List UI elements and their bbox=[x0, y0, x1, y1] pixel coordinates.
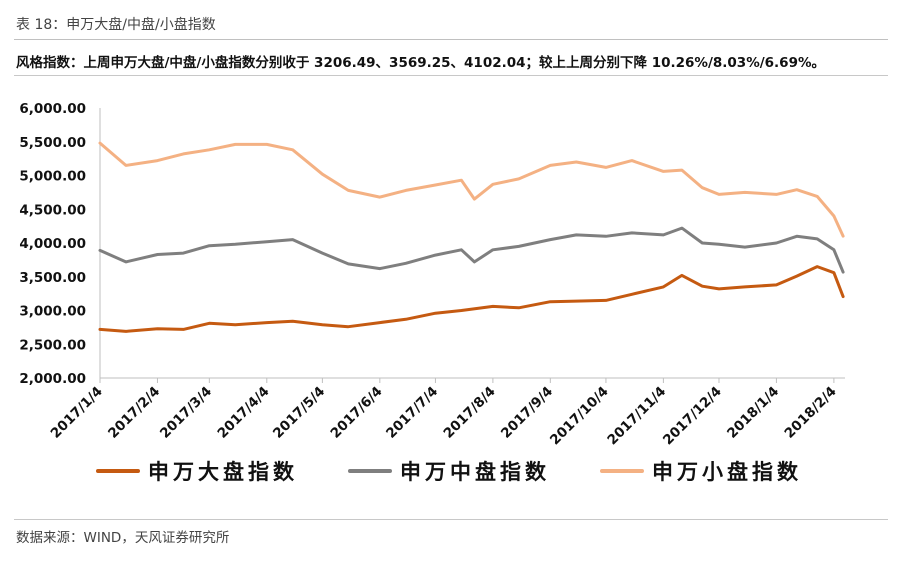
x-tick-label: 2017/3/4 bbox=[157, 384, 215, 442]
y-axis: 2,000.00 2,500.00 3,000.00 3,500.00 4,000.00… bbox=[19, 101, 101, 387]
divider-bottom bbox=[14, 519, 888, 520]
divider-middle bbox=[14, 75, 888, 76]
x-tick-label: 2017/5/4 bbox=[270, 384, 328, 442]
legend-label-1: 申万中盘指数 bbox=[400, 460, 550, 484]
y-tick-label: 5,000.00 bbox=[19, 169, 86, 185]
y-tick-label: 4,000.00 bbox=[19, 236, 86, 252]
series-line-1 bbox=[98, 226, 845, 274]
x-tick-label: 2017/11/4 bbox=[604, 384, 669, 449]
x-tick-label: 2017/8/4 bbox=[441, 384, 499, 442]
x-tick-label: 2018/1/4 bbox=[724, 384, 782, 442]
series-line-2 bbox=[98, 141, 845, 238]
legend-label-2: 申万小盘指数 bbox=[652, 460, 802, 484]
series-lines bbox=[98, 141, 845, 333]
legend: 申万大盘指数 申万中盘指数 申万小盘指数 bbox=[96, 460, 802, 484]
series-line-0 bbox=[98, 265, 845, 333]
x-tick-label: 2017/4/4 bbox=[214, 384, 272, 442]
line-chart: 2,000.00 2,500.00 3,000.00 3,500.00 4,000.00… bbox=[19, 101, 845, 484]
divider-top bbox=[14, 39, 888, 40]
y-tick-label: 5,500.00 bbox=[19, 135, 86, 151]
summary-text: 风格指数：上周申万大盘/中盘/小盘指数分别收于 3206.49、3569.25、… bbox=[16, 55, 825, 71]
x-tick-label: 2017/7/4 bbox=[383, 384, 441, 442]
y-tick-label: 4,500.00 bbox=[19, 202, 86, 218]
x-tick-label: 2017/12/4 bbox=[660, 384, 725, 449]
x-tick-label: 2017/10/4 bbox=[547, 384, 612, 449]
y-tick-label: 2,500.00 bbox=[19, 337, 86, 353]
x-tick-label: 2017/2/4 bbox=[105, 384, 163, 442]
figure-title: 表 18：申万大盘/中盘/小盘指数 bbox=[16, 17, 216, 33]
x-tick-label: 2017/1/4 bbox=[48, 384, 106, 442]
y-tick-label: 3,500.00 bbox=[19, 270, 86, 286]
source-note: 数据来源：WIND，天风证券研究所 bbox=[16, 530, 230, 546]
x-tick-label: 2018/2/4 bbox=[782, 384, 840, 442]
y-tick-label: 3,000.00 bbox=[19, 304, 86, 320]
x-tick-label: 2017/6/4 bbox=[328, 384, 386, 442]
y-tick-label: 2,000.00 bbox=[19, 371, 86, 387]
x-tick-label: 2017/9/4 bbox=[498, 384, 556, 442]
legend-label-0: 申万大盘指数 bbox=[148, 460, 298, 484]
y-tick-label: 6,000.00 bbox=[19, 101, 86, 117]
